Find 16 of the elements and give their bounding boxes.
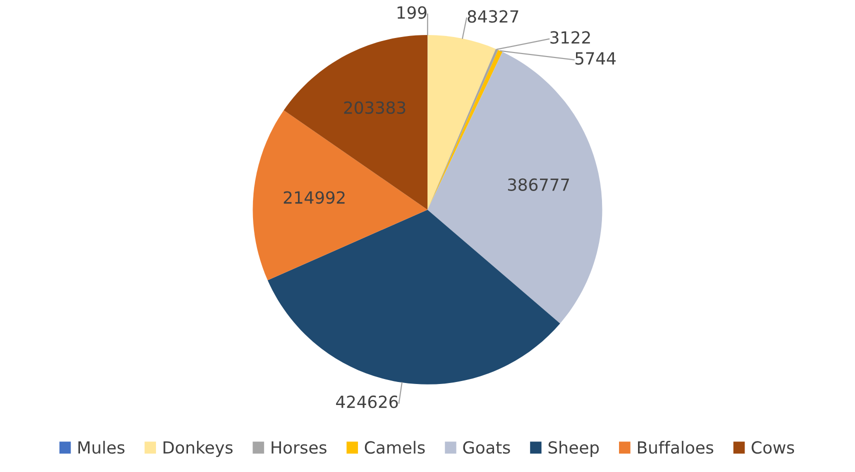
data-label: 214992 [284, 191, 345, 204]
data-label: 84327 [468, 10, 518, 23]
data-label: 3122 [550, 31, 590, 44]
legend-label: Mules [78, 440, 124, 454]
data-label: 424626 [336, 396, 398, 408]
legend-label: Donkeys [164, 440, 233, 457]
data-label: 386777 [508, 178, 569, 191]
legend-label: Sheep [548, 440, 599, 457]
legend-label: Horses [272, 441, 326, 454]
legend-label: Camels [364, 440, 425, 454]
legend-label: Goats [463, 441, 510, 454]
legend-label: Buffaloes [638, 440, 714, 454]
data-label: 199 [398, 6, 426, 19]
data-label: 5744 [575, 52, 616, 65]
legend-label: Cows [752, 441, 794, 454]
data-label: 203383 [344, 101, 406, 114]
